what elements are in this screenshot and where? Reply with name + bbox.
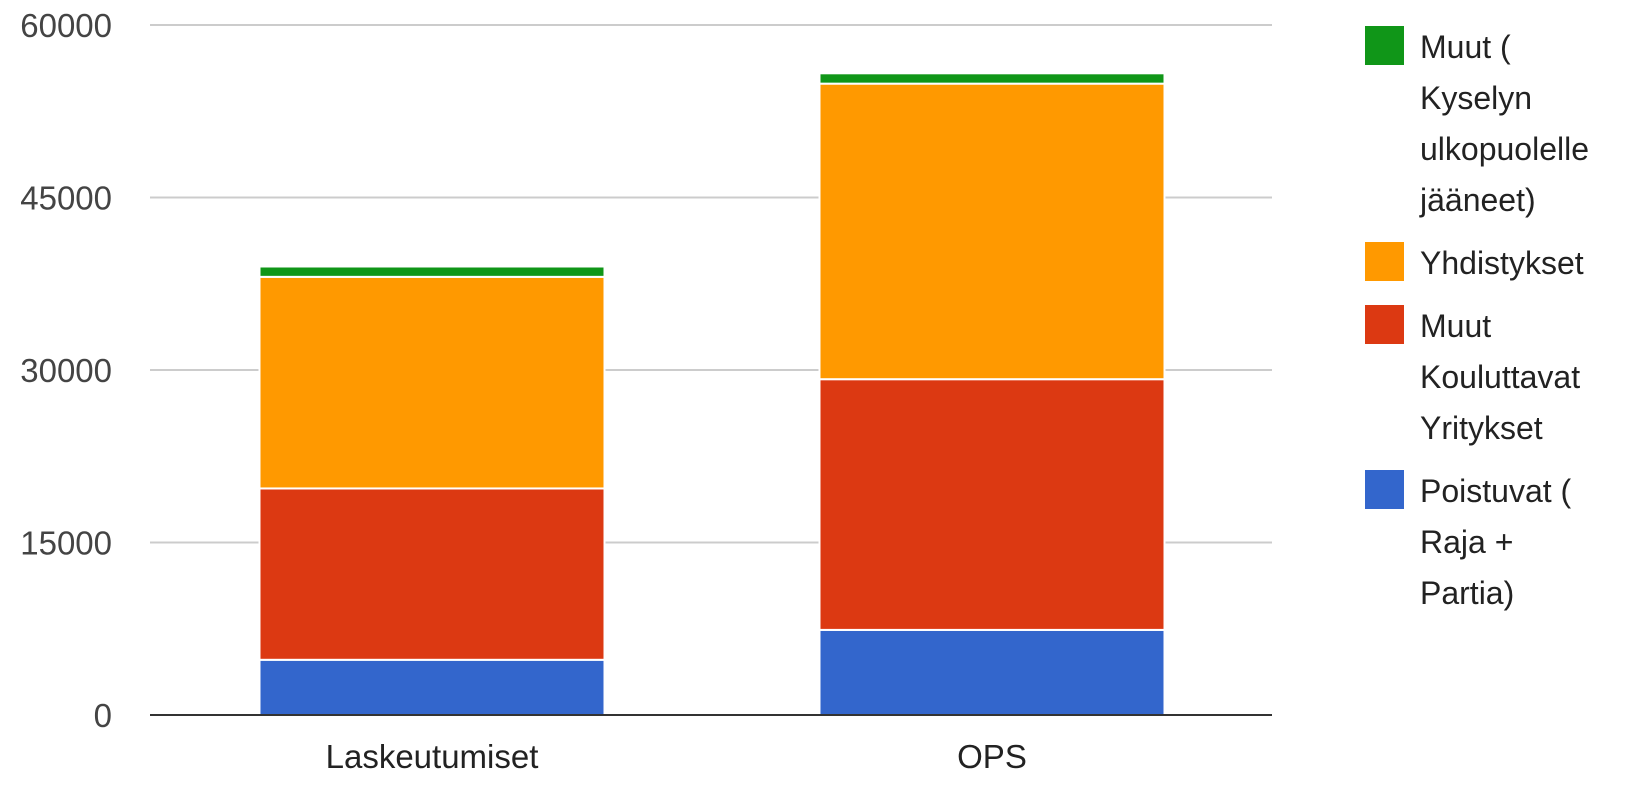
legend-item: Muut ( Kyselyn ulkopuolelle jääneet) [1365, 22, 1645, 226]
bar-segment [258, 275, 606, 490]
legend-label: Yhdistykset [1420, 245, 1584, 281]
x-category-label: Laskeutumiset [326, 738, 539, 775]
legend-item: Muut Kouluttavat Yritykset [1365, 301, 1645, 454]
y-tick-label: 45000 [20, 180, 112, 217]
legend-swatch [1365, 242, 1404, 281]
legend-label: Muut ( Kyselyn ulkopuolelle jääneet) [1420, 29, 1590, 218]
y-axis-tick-labels: 0 15000 30000 45000 60000 [20, 7, 112, 734]
x-axis-category-labels: Laskeutumiset OPS [326, 738, 1027, 775]
legend-label: Poistuvat ( Raja + Partia) [1420, 473, 1572, 611]
bars [258, 72, 1166, 717]
bar-segment [818, 72, 1166, 85]
bar-segment [258, 658, 606, 716]
legend: Muut ( Kyselyn ulkopuolelle jääneet) Yhdi… [1365, 22, 1645, 631]
y-tick-label: 0 [94, 697, 112, 734]
bar-segment [818, 628, 1166, 717]
y-tick-label: 30000 [20, 352, 112, 389]
legend-swatch [1365, 305, 1404, 344]
y-tick-label: 15000 [20, 525, 112, 562]
bar-segment [818, 378, 1166, 631]
legend-swatch [1365, 26, 1404, 65]
x-category-label: OPS [957, 738, 1027, 775]
bar-segment [818, 82, 1166, 381]
legend-label: Muut Kouluttavat Yritykset [1420, 308, 1581, 446]
legend-item: Yhdistykset [1365, 238, 1645, 289]
bar-segment [258, 487, 606, 661]
legend-swatch [1365, 470, 1404, 509]
bar-segment [258, 265, 606, 278]
legend-item: Poistuvat ( Raja + Partia) [1365, 466, 1645, 619]
y-tick-label: 60000 [20, 7, 112, 44]
